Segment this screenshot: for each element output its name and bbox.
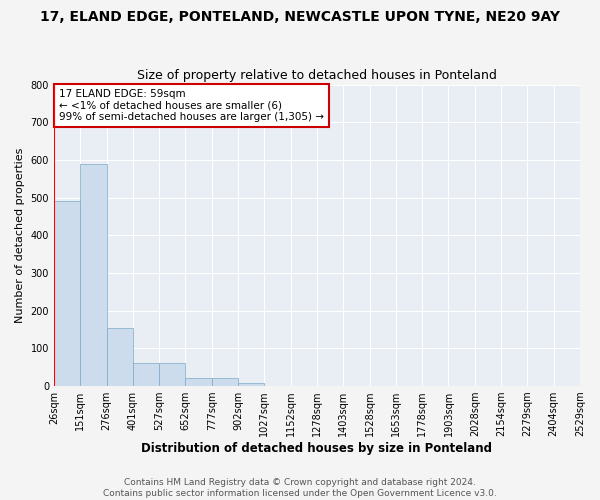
X-axis label: Distribution of detached houses by size in Ponteland: Distribution of detached houses by size … <box>142 442 493 455</box>
Text: 17, ELAND EDGE, PONTELAND, NEWCASTLE UPON TYNE, NE20 9AY: 17, ELAND EDGE, PONTELAND, NEWCASTLE UPO… <box>40 10 560 24</box>
Text: Contains HM Land Registry data © Crown copyright and database right 2024.
Contai: Contains HM Land Registry data © Crown c… <box>103 478 497 498</box>
Bar <box>80 164 107 386</box>
Bar <box>238 382 265 386</box>
Bar <box>107 328 133 386</box>
Bar <box>159 364 185 386</box>
Bar <box>212 378 238 386</box>
Bar <box>54 202 80 386</box>
Bar <box>185 378 212 386</box>
Bar <box>133 364 159 386</box>
Text: 17 ELAND EDGE: 59sqm
← <1% of detached houses are smaller (6)
99% of semi-detach: 17 ELAND EDGE: 59sqm ← <1% of detached h… <box>59 89 324 122</box>
Y-axis label: Number of detached properties: Number of detached properties <box>15 148 25 323</box>
Title: Size of property relative to detached houses in Ponteland: Size of property relative to detached ho… <box>137 69 497 82</box>
